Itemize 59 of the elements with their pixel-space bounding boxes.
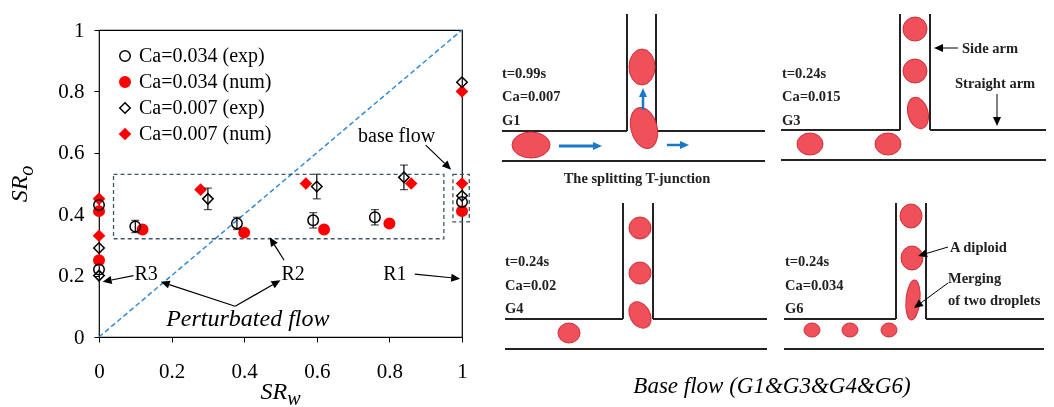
point <box>456 76 468 89</box>
point <box>93 263 105 276</box>
x-tick-label: 0.2 <box>158 358 186 383</box>
text: Merging <box>948 270 1002 286</box>
text: t=0.24s <box>782 65 827 81</box>
point <box>310 180 323 193</box>
annotation: R3 <box>134 262 158 285</box>
text: Base flow (G1&G3&G4&G6) <box>633 373 911 398</box>
y-tick-label: 0.2 <box>58 263 85 288</box>
text: of two droplets <box>948 292 1041 308</box>
x-tick-label: 1 <box>457 358 468 383</box>
point <box>383 217 396 230</box>
x-tick-label: 0 <box>94 358 105 383</box>
point <box>456 205 468 218</box>
text: The splitting T-junction <box>563 170 711 186</box>
legend-label: Ca=0.007 (exp) <box>139 96 265 119</box>
point <box>456 177 468 190</box>
point <box>93 269 105 282</box>
y-tick-label: 0.6 <box>58 140 85 165</box>
y-tick-label: 0 <box>74 324 85 349</box>
text: Side arm <box>962 40 1018 56</box>
x-tick-label: 0.6 <box>304 358 331 383</box>
text: Straight arm <box>955 75 1036 91</box>
point <box>299 177 312 190</box>
y-tick-label: 0.4 <box>58 201 85 226</box>
legend-label: Ca=0.034 (exp) <box>139 44 265 67</box>
text: Ca=0.02 <box>505 277 557 293</box>
text: t=0.24s <box>505 253 550 269</box>
text: Ca=0.034 <box>785 277 844 293</box>
legend-label: Ca=0.007 (num) <box>139 122 272 145</box>
point <box>194 183 207 196</box>
annotation: R1 <box>383 262 407 285</box>
point <box>238 226 251 239</box>
annotation: R2 <box>281 262 305 285</box>
x-tick-label: 0.4 <box>231 358 259 383</box>
x-tick-label: 0.8 <box>376 358 404 383</box>
point <box>93 229 105 242</box>
text: Ca=0.007 <box>502 88 561 104</box>
y-tick-label: 0.8 <box>58 78 85 103</box>
point <box>93 254 105 267</box>
text: G3 <box>782 112 801 128</box>
legend-label: Ca=0.034 (num) <box>139 70 272 93</box>
annotation: Perturbated flow <box>165 304 330 331</box>
point <box>93 199 105 211</box>
point <box>318 223 331 236</box>
text: Ca=0.015 <box>782 88 841 104</box>
point <box>201 192 214 205</box>
point <box>93 241 105 254</box>
y-tick-label: 1 <box>74 17 85 42</box>
text: G6 <box>785 300 804 316</box>
x-axis-title: SR$_{w}$ <box>260 378 301 407</box>
annotation: base flow <box>358 124 436 147</box>
text: t=0.99s <box>502 65 547 81</box>
text: A diploid <box>950 239 1007 255</box>
text: G1 <box>502 112 521 128</box>
text: G4 <box>505 300 524 316</box>
point <box>397 171 410 184</box>
point <box>405 177 418 190</box>
text: t=0.24s <box>785 253 830 269</box>
